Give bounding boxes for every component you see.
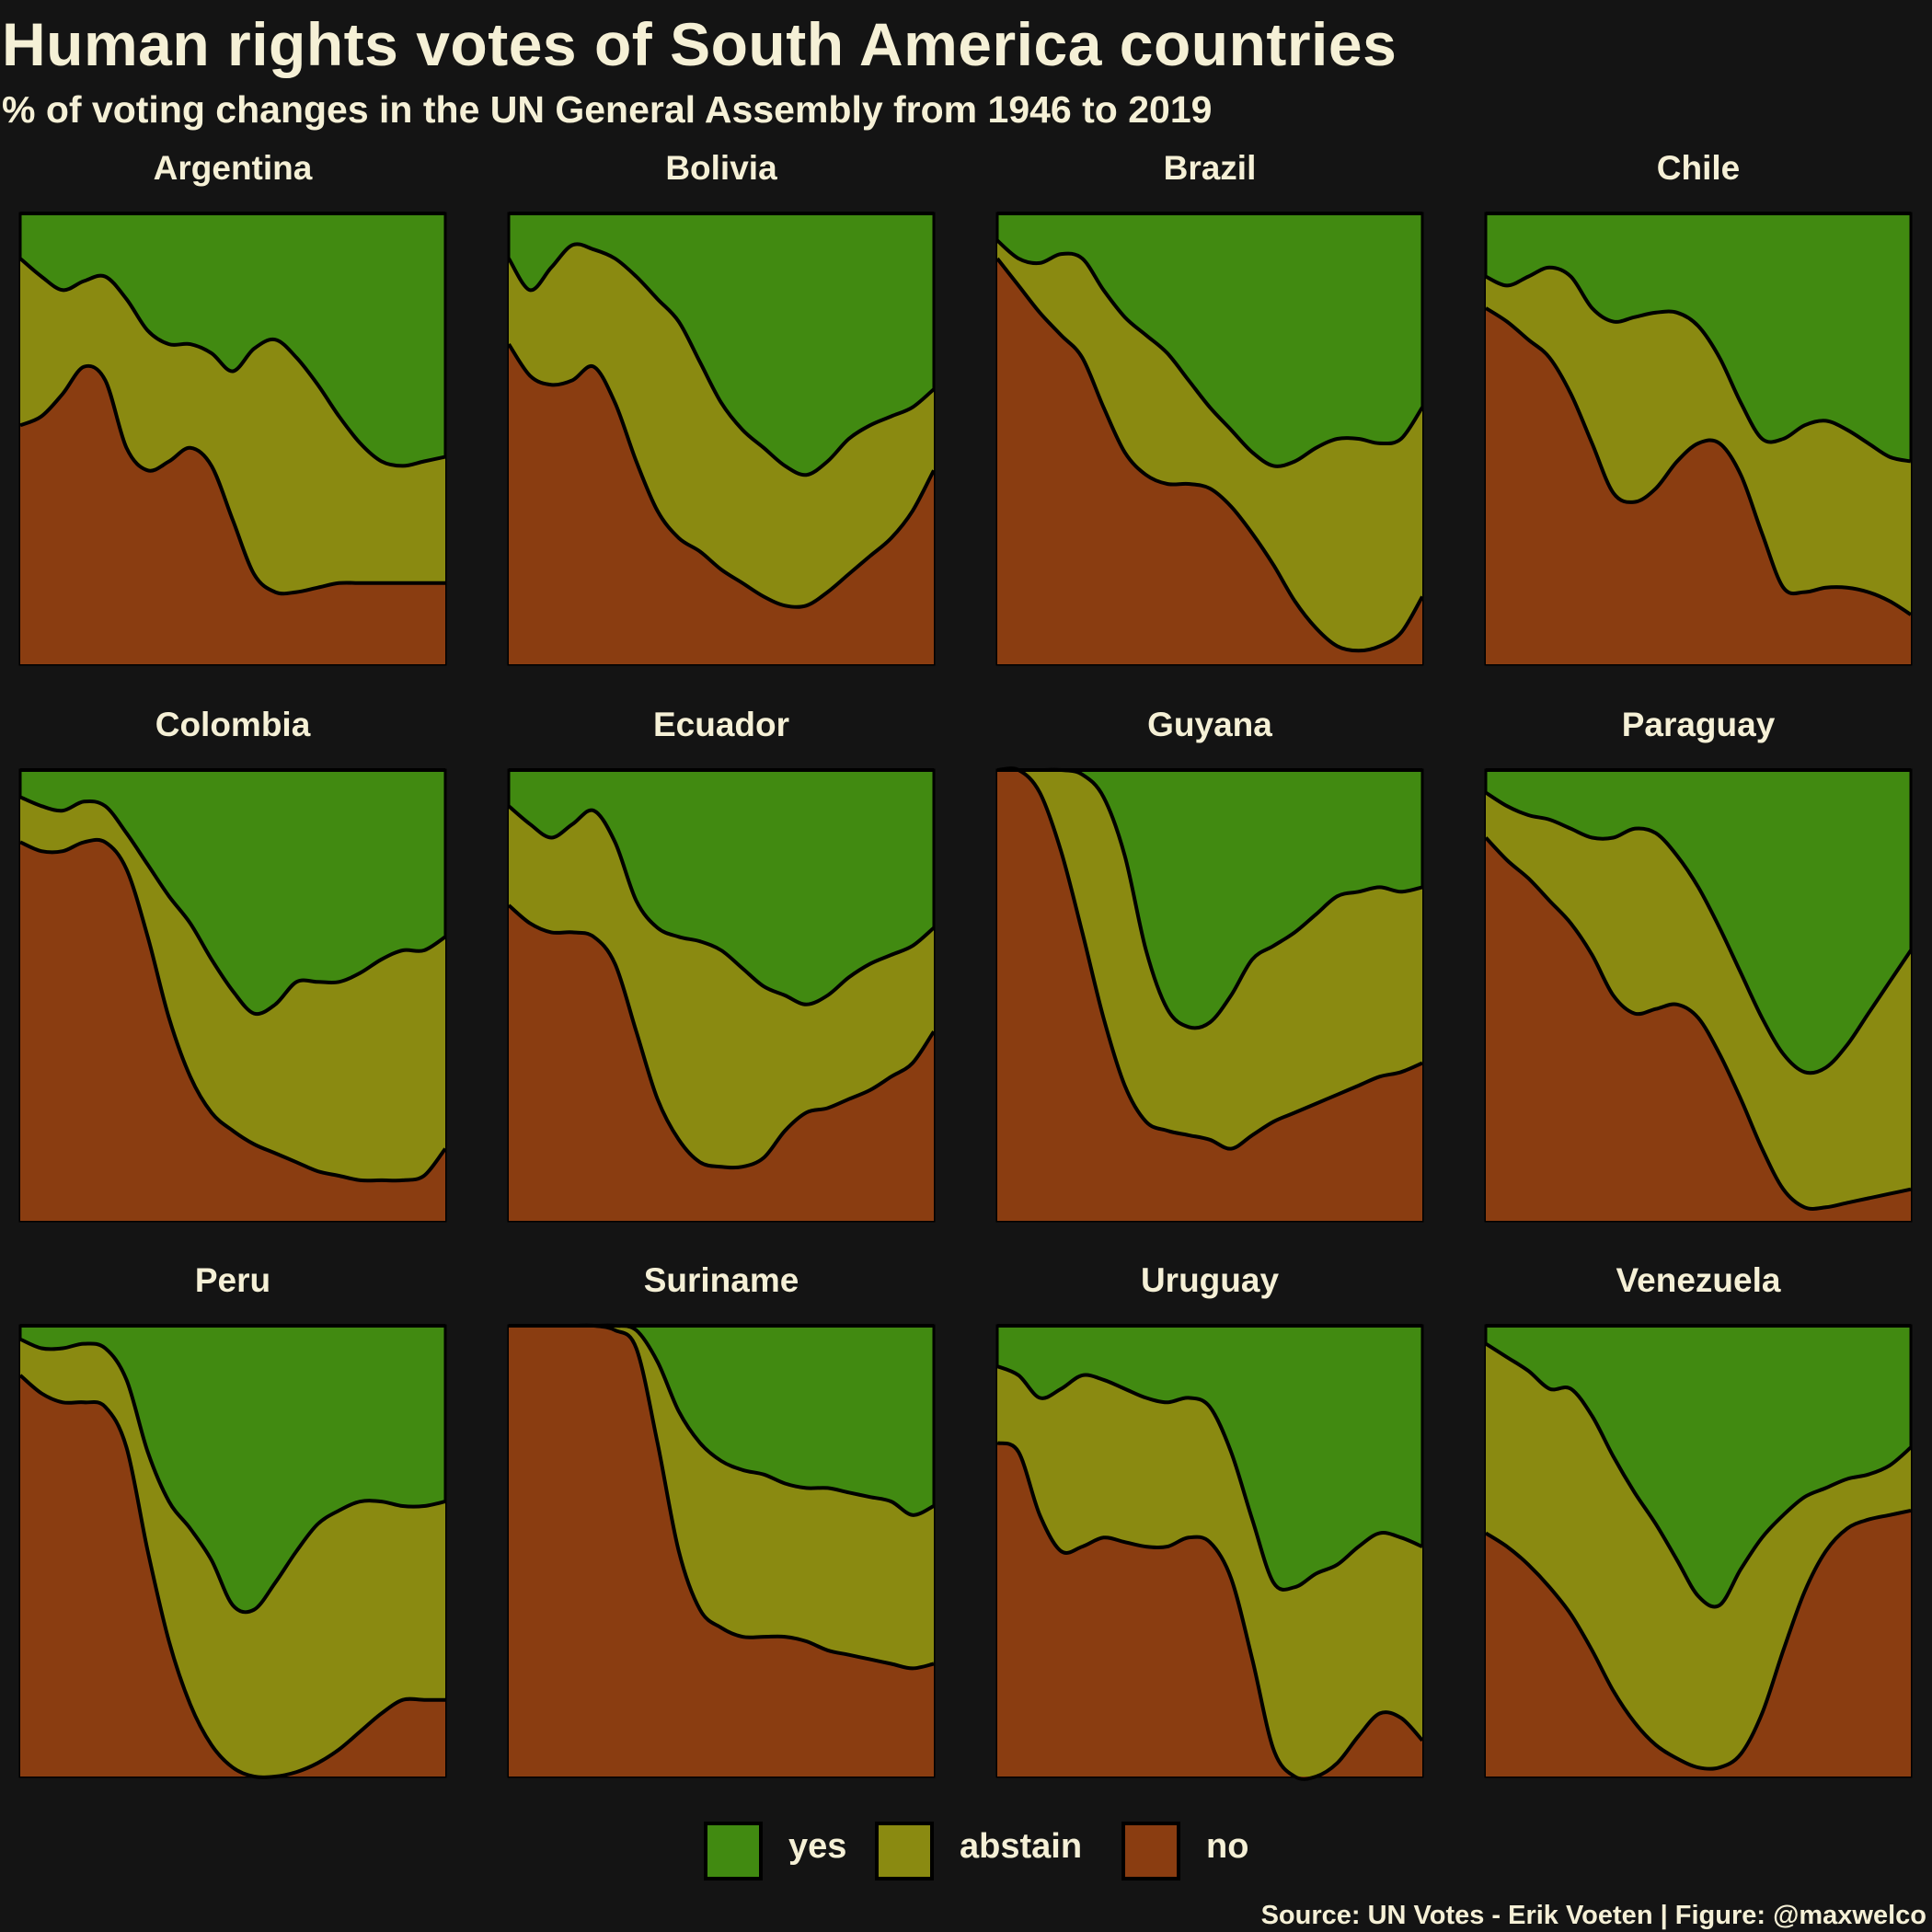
small-multiples-chart [18,212,1913,1781]
panel-title-colombia: Colombia [155,706,311,743]
area-no-bolivia [509,344,934,664]
area-no-argentina [20,365,445,664]
area-no-venezuela [1486,1510,1911,1777]
boundary-abstain-paraguay [1484,790,1913,1075]
boundary-abstain-colombia [19,795,447,1017]
boundary-no-brazil [995,257,1424,653]
area-no-brazil [997,259,1422,664]
area-no-peru [20,1374,445,1777]
boundary-no-bolivia [507,342,936,609]
legend-key-abstain [875,1822,934,1880]
panel-title-ecuador: Ecuador [652,706,790,743]
panel-venezuela [1484,1324,1913,1778]
panel-colombia [18,768,447,1223]
boundary-no-chile [1484,306,1913,616]
panel-title-guyana: Guyana [1147,706,1272,743]
area-no-uruguay [997,1443,1422,1779]
source-caption: Source: UN Votes - Erik Voeten | Figure:… [1260,1901,1926,1930]
panel-title-suriname: Suriname [643,1261,799,1299]
boundary-no-colombia [19,837,447,1183]
panel-guyana [995,766,1424,1223]
legend-label-abstain: abstain [960,1827,1083,1866]
boundary-no-ecuador [507,903,936,1170]
boundary-no-uruguay [996,1441,1424,1781]
area-no-suriname [509,1325,934,1777]
area-no-ecuador [509,905,934,1221]
panel-title-paraguay: Paraguay [1621,706,1776,743]
boundary-abstain-brazil [995,238,1424,468]
area-no-paraguay [1486,837,1911,1221]
legend: yes abstain no [0,1822,1932,1886]
panel-chile [1484,212,1913,666]
boundary-no-venezuela [1484,1508,1912,1771]
area-no-chile [1486,307,1911,664]
panel-title-peru: Peru [194,1261,271,1299]
boundary-abstain-ecuador [507,804,936,1006]
boundary-abstain-bolivia [507,242,936,477]
legend-key-no [1121,1822,1180,1880]
boundary-abstain-venezuela [1484,1341,1913,1609]
boundary-no-peru [18,1374,445,1779]
panel-ecuador [507,768,936,1223]
boundary-abstain-argentina [18,257,446,468]
page-title: Human rights votes of South America coun… [2,10,1397,78]
panel-bolivia [507,212,936,666]
legend-label-no: no [1206,1827,1249,1866]
legend-key-yes [704,1822,763,1880]
panel-paraguay [1484,768,1913,1223]
boundary-abstain-uruguay [996,1364,1423,1592]
legend-label-yes: yes [788,1827,847,1866]
panel-title-uruguay: Uruguay [1140,1261,1280,1299]
panel-brazil [995,212,1424,666]
area-no-colombia [20,839,445,1221]
panel-title-brazil: Brazil [1163,149,1257,187]
panel-title-argentina: Argentina [153,149,313,187]
panel-argentina [18,212,447,666]
boundary-no-guyana [996,766,1423,1151]
boundary-abstain-peru [19,1337,446,1615]
page-subtitle: % of voting changes in the UN General As… [2,88,1213,131]
panel-uruguay [995,1324,1424,1781]
panel-peru [18,1324,447,1779]
panel-suriname [507,1323,936,1778]
boundary-abstain-chile [1485,265,1912,464]
boundary-no-paraguay [1484,836,1912,1211]
panel-title-bolivia: Bolivia [665,149,777,187]
boundary-no-argentina [19,363,445,596]
area-no-guyana [997,768,1422,1221]
panel-title-venezuela: Venezuela [1616,1261,1781,1299]
panel-title-chile: Chile [1656,149,1741,187]
